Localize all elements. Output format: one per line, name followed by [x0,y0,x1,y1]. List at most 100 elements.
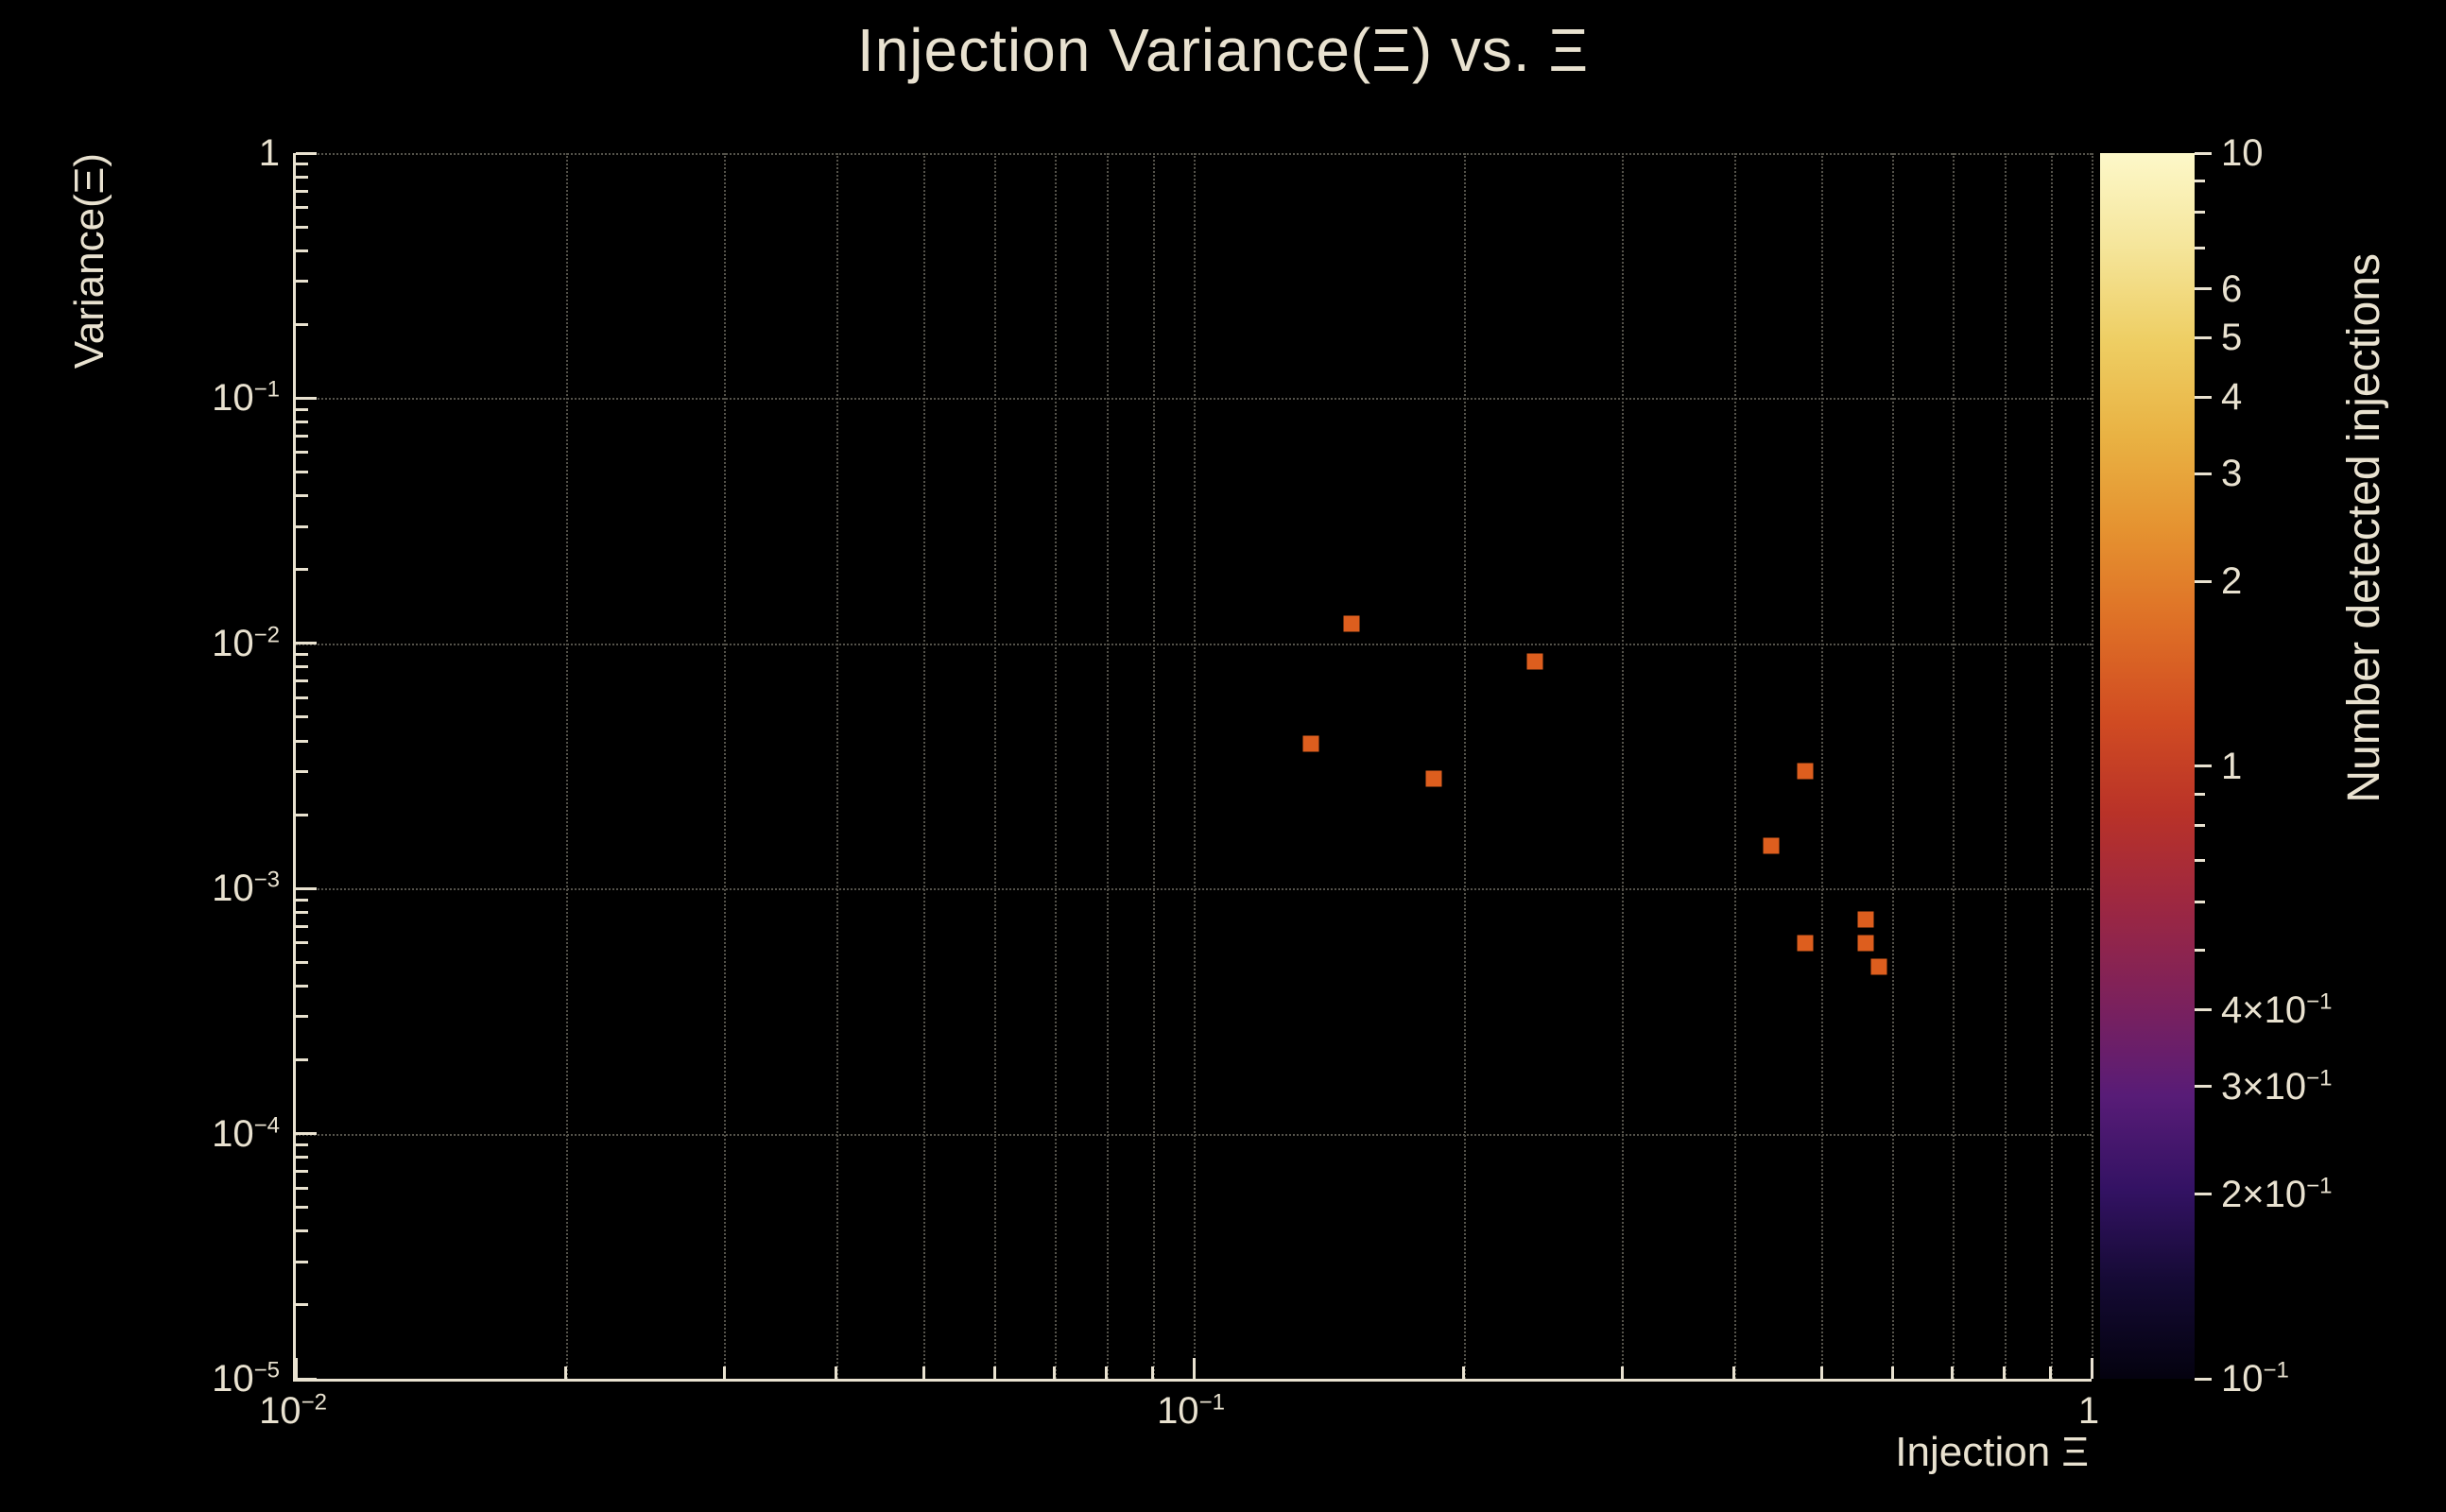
colorbar-tick [2195,287,2212,291]
x-gridline [994,153,997,1379]
x-tick [564,1366,568,1379]
data-point [1870,958,1887,975]
y-tick [296,813,308,816]
colorbar-tick [2195,1377,2212,1381]
x-axis-title: Injection Ξ [1895,1429,2089,1475]
x-tick [1462,1366,1466,1379]
x-gridline [1152,153,1155,1379]
x-tick-label: 10−1 [1157,1389,1225,1432]
y-tick [296,715,308,719]
y-tick [296,739,308,743]
x-tick [1890,1366,1894,1379]
y-tick [296,225,308,229]
colorbar-tick-label: 1 [2221,745,2243,787]
colorbar-tick [2195,765,2212,767]
x-gridline [1952,153,1955,1379]
y-tick [296,249,308,252]
y-tick [296,696,308,699]
colorbar-tick [2195,472,2212,475]
data-point [1526,653,1543,670]
y-tick [296,206,308,210]
y-tick-label: 1 [258,132,280,174]
x-gridline [2050,153,2053,1379]
x-gridline [1821,153,1824,1379]
y-tick [296,941,308,945]
colorbar-tick [2195,900,2205,903]
y-tick [296,653,308,657]
colorbar-tick [2195,1193,2212,1196]
x-tick [1819,1366,1823,1379]
y-gridline [296,643,2092,645]
y-gridline [296,888,2092,891]
x-gridline [724,153,727,1379]
y-tick [296,494,308,498]
colorbar-tick-label: 6 [2221,267,2243,310]
colorbar-tick [2195,792,2205,796]
y-tick [296,1229,308,1233]
y-axis-title: Variance(Ξ) [66,153,112,369]
x-tick [1151,1366,1155,1379]
y-tick [296,568,308,572]
y-tick [296,1186,308,1190]
x-gridline [1054,153,1057,1379]
y-tick [296,886,317,890]
x-tick [2090,1358,2093,1379]
x-gridline [565,153,568,1379]
colorbar-tick [2195,859,2205,863]
y-tick [296,151,317,155]
y-tick [296,1303,308,1307]
y-tick [296,679,308,683]
x-gridline [1892,153,1895,1379]
y-tick [296,769,308,773]
y-tick [296,189,308,193]
data-point [1343,615,1360,632]
plot-area [293,151,2093,1382]
colorbar-tick-label: 10 [2221,132,2264,174]
x-gridline [1194,153,1196,1379]
colorbar-tick-label: 3 [2221,453,2243,495]
x-tick [2049,1366,2053,1379]
colorbar-tick-label: 4×10−1 [2221,988,2333,1031]
y-tick [296,280,308,284]
data-point [1857,911,1874,928]
x-tick [835,1366,838,1379]
colorbar-tick-label: 3×10−1 [2221,1065,2333,1108]
colorbar-tick [2195,151,2212,155]
y-tick [296,451,308,455]
y-tick [296,421,308,424]
colorbar-tick [2195,1085,2212,1089]
y-tick [296,407,308,411]
x-tick-label: 1 [2077,1390,2100,1432]
colorbar-tick [2195,1008,2212,1012]
colorbar-gradient [2100,153,2195,1379]
colorbar-tick [2195,823,2205,827]
y-tick [296,396,317,400]
y-gridline [296,398,2092,401]
colorbar-tick [2195,579,2212,583]
y-tick [296,1143,308,1146]
y-tick [296,1377,317,1381]
x-gridline [2004,153,2007,1379]
x-tick [1105,1366,1109,1379]
y-gridline [296,1133,2092,1136]
y-tick [296,960,308,964]
y-tick [296,910,308,914]
y-tick [296,470,308,473]
y-tick-label: 10−3 [212,867,280,910]
x-gridline [923,153,926,1379]
colorbar-tick [2195,246,2205,249]
colorbar-title: Number detected injections [2339,253,2389,803]
y-tick-label: 10−5 [212,1357,280,1400]
y-tick [296,984,308,988]
data-point [1302,735,1319,752]
data-point [1857,935,1874,952]
y-tick-label: 10−4 [212,1112,280,1155]
y-tick [296,1058,308,1061]
y-tick [296,1015,308,1019]
x-tick [294,1358,298,1379]
colorbar-tick [2195,211,2205,215]
x-gridline [2092,153,2093,1379]
y-tick [296,1156,308,1160]
colorbar-tick-label: 5 [2221,317,2243,359]
